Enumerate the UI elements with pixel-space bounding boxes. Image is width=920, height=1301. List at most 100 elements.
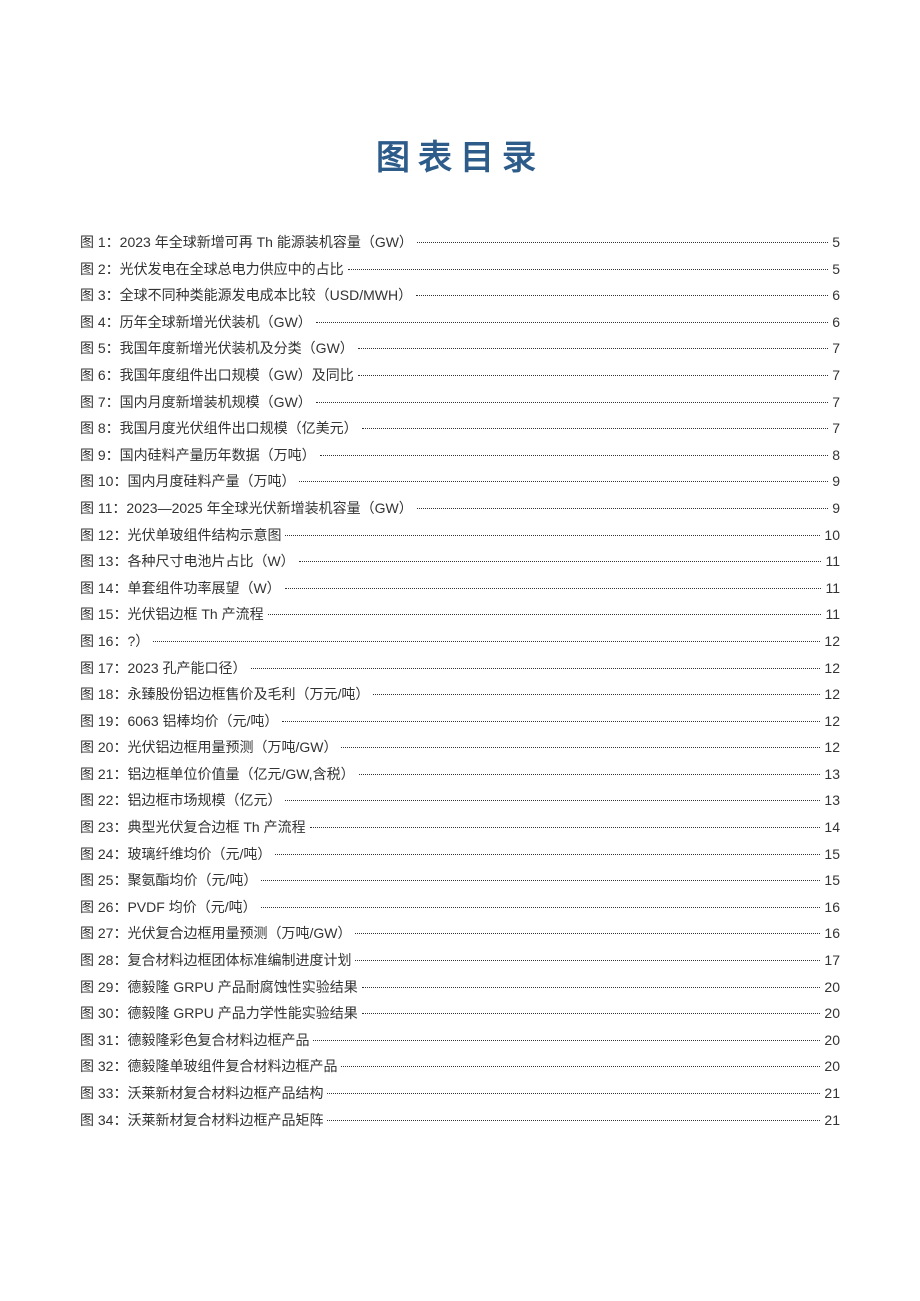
toc-entry-label: 图 25：聚氨酯均价（元/吨）: [80, 867, 257, 894]
toc-item: 图 28：复合材料边框团体标准编制进度计划 17: [80, 947, 840, 974]
toc-leader-dots: [417, 242, 828, 243]
toc-page-number: 12: [824, 628, 840, 655]
toc-entry-label: 图 7：国内月度新增装机规模（GW）: [80, 389, 312, 416]
toc-page-number: 7: [832, 362, 840, 389]
toc-leader-dots: [285, 535, 820, 536]
toc-page-number: 15: [824, 867, 840, 894]
toc-page-number: 16: [824, 920, 840, 947]
toc-leader-dots: [316, 322, 828, 323]
toc-item: 图 31：德毅隆彩色复合材料边框产品 20: [80, 1027, 840, 1054]
toc-leader-dots: [313, 1040, 820, 1041]
toc-entry-label: 图 8：我国月度光伏组件出口规模（亿美元）: [80, 415, 358, 442]
toc-item: 图 7：国内月度新增装机规模（GW） 7: [80, 389, 840, 416]
toc-item: 图 9：国内硅料产量历年数据（万吨） 8: [80, 442, 840, 469]
toc-leader-dots: [327, 1093, 820, 1094]
toc-entry-label: 图 28：复合材料边框团体标准编制进度计划: [80, 947, 351, 974]
toc-item: 图 29：德毅隆 GRPU 产品耐腐蚀性实验结果 20: [80, 974, 840, 1001]
toc-page-number: 6: [832, 282, 840, 309]
toc-entry-label: 图 33：沃莱新材复合材料边框产品结构: [80, 1080, 323, 1107]
toc-page-number: 16: [824, 894, 840, 921]
toc-leader-dots: [261, 907, 821, 908]
toc-leader-dots: [282, 721, 820, 722]
toc-leader-dots: [341, 1066, 820, 1067]
toc-entry-label: 图 3：全球不同种类能源发电成本比较（USD/MWH）: [80, 282, 412, 309]
toc-page-number: 12: [824, 708, 840, 735]
toc-entry-label: 图 24：玻璃纤维均价（元/吨）: [80, 841, 271, 868]
toc-entry-label: 图 10：国内月度硅料产量（万吨）: [80, 468, 295, 495]
toc-leader-dots: [358, 348, 828, 349]
toc-entry-label: 图 12：光伏单玻组件结构示意图: [80, 522, 281, 549]
toc-item: 图 5：我国年度新增光伏装机及分类（GW） 7: [80, 335, 840, 362]
toc-item: 图 15：光伏铝边框 Th 产流程 11: [80, 601, 840, 628]
toc-item: 图 21：铝边框单位价值量（亿元/GW,含税） 13: [80, 761, 840, 788]
toc-item: 图 11：2023—2025 年全球光伏新增装机容量（GW） 9: [80, 495, 840, 522]
toc-page-number: 21: [824, 1107, 840, 1134]
toc-page-number: 5: [832, 256, 840, 283]
toc-entry-label: 图 20：光伏铝边框用量预测（万吨/GW）: [80, 734, 337, 761]
toc-item: 图 17：2023 孔产能口径） 12: [80, 655, 840, 682]
toc-page-number: 7: [832, 389, 840, 416]
toc-page-number: 13: [824, 787, 840, 814]
toc-leader-dots: [362, 987, 821, 988]
toc-entry-label: 图 17：2023 孔产能口径）: [80, 655, 247, 682]
toc-item: 图 13：各种尺寸电池片占比（W） 11: [80, 548, 840, 575]
toc-item: 图 26：PVDF 均价（元/吨） 16: [80, 894, 840, 921]
toc-list: 图 1：2023 年全球新增可再 Th 能源装机容量（GW） 5图 2：光伏发电…: [80, 229, 840, 1133]
toc-leader-dots: [327, 1120, 820, 1121]
toc-item: 图 16：?） 12: [80, 628, 840, 655]
toc-leader-dots: [355, 960, 820, 961]
toc-item: 图 19：6063 铝棒均价（元/吨） 12: [80, 708, 840, 735]
toc-page-number: 11: [825, 601, 840, 628]
toc-page-number: 20: [824, 1027, 840, 1054]
toc-leader-dots: [299, 481, 828, 482]
toc-leader-dots: [358, 375, 828, 376]
toc-entry-label: 图 6：我国年度组件出口规模（GW）及同比: [80, 362, 354, 389]
toc-item: 图 30：德毅隆 GRPU 产品力学性能实验结果 20: [80, 1000, 840, 1027]
toc-item: 图 6：我国年度组件出口规模（GW）及同比 7: [80, 362, 840, 389]
toc-page-number: 9: [832, 468, 840, 495]
toc-leader-dots: [362, 428, 829, 429]
toc-page-number: 14: [824, 814, 840, 841]
toc-item: 图 24：玻璃纤维均价（元/吨） 15: [80, 841, 840, 868]
toc-entry-label: 图 19：6063 铝棒均价（元/吨）: [80, 708, 278, 735]
toc-item: 图 1：2023 年全球新增可再 Th 能源装机容量（GW） 5: [80, 229, 840, 256]
toc-leader-dots: [285, 800, 820, 801]
toc-item: 图 32：德毅隆单玻组件复合材料边框产品 20: [80, 1053, 840, 1080]
toc-leader-dots: [320, 455, 829, 456]
toc-item: 图 34：沃莱新材复合材料边框产品矩阵 21: [80, 1107, 840, 1134]
toc-page-number: 15: [824, 841, 840, 868]
toc-page-number: 21: [824, 1080, 840, 1107]
toc-leader-dots: [341, 747, 820, 748]
toc-leader-dots: [373, 694, 820, 695]
toc-item: 图 8：我国月度光伏组件出口规模（亿美元） 7: [80, 415, 840, 442]
toc-leader-dots: [285, 588, 822, 589]
toc-page-number: 13: [824, 761, 840, 788]
toc-entry-label: 图 11：2023—2025 年全球光伏新增装机容量（GW）: [80, 495, 413, 522]
toc-page-number: 17: [824, 947, 840, 974]
toc-leader-dots: [299, 561, 822, 562]
toc-leader-dots: [416, 295, 828, 296]
toc-leader-dots: [310, 827, 821, 828]
toc-item: 图 23：典型光伏复合边框 Th 产流程 14: [80, 814, 840, 841]
toc-leader-dots: [355, 933, 820, 934]
toc-leader-dots: [316, 402, 828, 403]
toc-page-number: 12: [824, 655, 840, 682]
toc-page-number: 7: [832, 335, 840, 362]
toc-page-number: 12: [824, 734, 840, 761]
toc-page-number: 8: [832, 442, 840, 469]
toc-entry-label: 图 18：永臻股份铝边框售价及毛利（万元/吨）: [80, 681, 369, 708]
toc-entry-label: 图 2：光伏发电在全球总电力供应中的占比: [80, 256, 344, 283]
toc-entry-label: 图 27：光伏复合边框用量预测（万吨/GW）: [80, 920, 351, 947]
toc-entry-label: 图 9：国内硅料产量历年数据（万吨）: [80, 442, 316, 469]
toc-entry-label: 图 15：光伏铝边框 Th 产流程: [80, 601, 264, 628]
toc-entry-label: 图 22：铝边框市场规模（亿元）: [80, 787, 281, 814]
toc-leader-dots: [268, 614, 822, 615]
toc-leader-dots: [417, 508, 828, 509]
toc-entry-label: 图 16：?）: [80, 628, 149, 655]
toc-entry-label: 图 14：单套组件功率展望（W）: [80, 575, 281, 602]
toc-page-number: 12: [824, 681, 840, 708]
toc-item: 图 25：聚氨酯均价（元/吨） 15: [80, 867, 840, 894]
toc-entry-label: 图 30：德毅隆 GRPU 产品力学性能实验结果: [80, 1000, 358, 1027]
toc-leader-dots: [362, 1013, 821, 1014]
toc-entry-label: 图 13：各种尺寸电池片占比（W）: [80, 548, 295, 575]
